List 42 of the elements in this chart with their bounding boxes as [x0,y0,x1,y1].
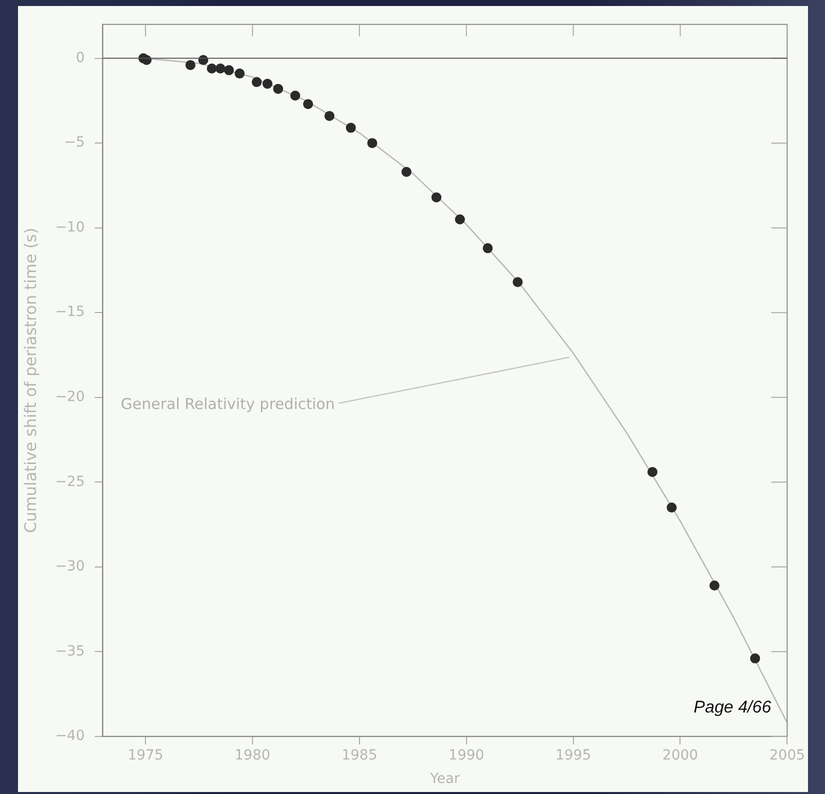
x-tick-label: 1990 [448,747,484,764]
y-axis-title: Cumulative shift of periastron time (s) [20,228,40,534]
annotation: General Relativity prediction [120,395,335,414]
x-tick-label: 2005 [769,747,806,764]
point [401,166,412,177]
y-tick-label: −5 [64,134,85,151]
x-tick-label: 1995 [555,747,592,764]
y-tick-label: −35 [55,643,85,660]
y-tick-label: −40 [55,728,85,744]
point [431,192,442,202]
point [324,110,334,121]
x-tick-label: 1980 [234,747,270,764]
y-tick-label: −30 [55,558,85,575]
point [512,277,523,288]
x-tick-label: 1985 [342,747,378,764]
annotation: Page 4/66 [694,698,772,717]
point [262,78,272,89]
point [482,243,493,254]
point [346,122,356,133]
point [709,580,720,591]
point [273,84,284,94]
y-tick-label: 0 [76,50,85,66]
point [647,466,658,477]
point [234,68,245,79]
point [224,65,234,76]
x-axis-title: Year [429,771,460,788]
point [367,138,378,148]
y-tick-label: −25 [55,474,85,490]
x-tick-label: 2000 [662,747,698,764]
point [303,99,314,110]
point [206,63,217,74]
point [185,60,196,70]
point [252,77,262,88]
point [750,653,760,664]
point [215,63,226,74]
y-tick-label: −15 [55,304,85,320]
point [290,90,300,101]
point [454,214,465,224]
y-tick-label: −10 [55,219,85,236]
y-tick-label: −20 [55,388,85,405]
point [666,502,677,513]
x-tick-label: 1975 [128,747,164,764]
